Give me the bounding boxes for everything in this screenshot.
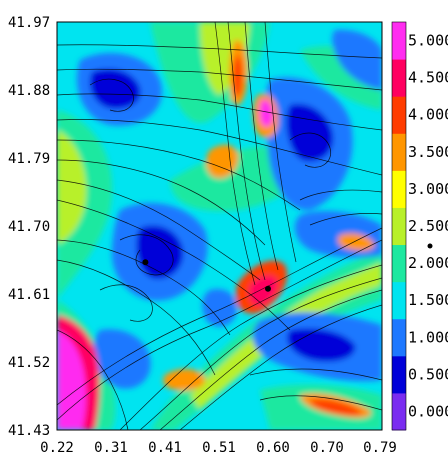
colorbar-tick-label: 1.500 (408, 291, 448, 309)
field-region (259, 99, 274, 127)
colorbar-tick-label: 1.000 (408, 328, 448, 346)
field-region (57, 130, 87, 245)
streamline (259, 395, 382, 411)
streamline (57, 68, 382, 91)
streamlines (57, 22, 382, 430)
colorbar-tick-label: 0.000 (408, 403, 448, 421)
field-region (202, 289, 237, 327)
y-tick-label: 41.70 (8, 219, 50, 235)
colorbar-frame (391, 21, 407, 431)
streamline (119, 264, 382, 430)
x-tick-label: 0.51 (202, 440, 236, 456)
colorbar-swatch (392, 22, 406, 60)
colorbar-tick-label: 4.500 (408, 69, 448, 87)
field-region (163, 368, 206, 391)
marker-point (142, 259, 149, 266)
y-tick-label: 41.79 (8, 151, 50, 167)
streamline (244, 22, 279, 271)
streamline (139, 277, 382, 430)
colorbar-marker-dot (427, 243, 433, 249)
colorbar-tick-label: 3.500 (408, 143, 448, 161)
field-region (248, 275, 278, 306)
streamline (57, 239, 382, 421)
colorbar-tick-label: 2.000 (408, 254, 448, 272)
field-region (310, 399, 362, 416)
x-tick-label: 0.41 (148, 440, 182, 456)
streamline (57, 239, 231, 336)
colorbar-swatch (392, 170, 406, 208)
colorbar-swatches (392, 22, 406, 431)
marker-points (142, 259, 271, 292)
field-region (206, 144, 239, 179)
field-region (89, 68, 141, 109)
x-tick-label: 0.70 (310, 440, 344, 456)
plot-frame (56, 21, 383, 431)
x-axis: 0.22 0.31 0.41 0.51 0.60 0.70 0.79 (40, 440, 397, 456)
streamline (159, 289, 382, 430)
colorbar-swatch (392, 207, 406, 246)
colorbar-tick-label: 5.000 (408, 32, 448, 50)
colorbar-swatch (392, 96, 406, 134)
streamline (227, 22, 266, 281)
heatmap-blobs (57, 22, 382, 430)
streamline (57, 179, 261, 281)
streamline (57, 259, 216, 376)
y-tick-label: 41.97 (8, 15, 50, 31)
colorbar-tick-label: 4.000 (408, 106, 448, 124)
streamline (57, 119, 382, 176)
streamline (214, 22, 256, 286)
marker-point (265, 285, 271, 292)
streamline (57, 139, 301, 211)
colorbar-swatch (392, 281, 406, 320)
colorbar-swatch (392, 392, 406, 431)
y-tick-label: 41.52 (8, 355, 50, 371)
y-tick-label: 41.88 (8, 83, 50, 99)
streamline (57, 199, 291, 331)
streamline (57, 93, 382, 131)
streamline (299, 189, 382, 201)
streamline (57, 227, 382, 406)
colorbar-swatch (392, 318, 406, 357)
field-region (57, 330, 87, 430)
colorbar-tick-label: 3.000 (408, 180, 448, 198)
colorbar: 0.000 0.500 1.000 1.500 2.000 2.500 3.000 3.500… (391, 21, 448, 431)
y-tick-label: 41.43 (8, 423, 50, 439)
field-region (136, 225, 184, 279)
streamline (119, 234, 174, 276)
streamline (57, 44, 382, 59)
colorbar-swatch (392, 355, 406, 394)
streamline (57, 329, 129, 430)
field-region (337, 233, 375, 251)
field-region (332, 29, 382, 90)
colorbar-tick-label: 0.500 (408, 365, 448, 383)
y-axis: 41.97 41.88 41.79 41.70 41.61 41.52 41.4… (8, 15, 50, 439)
streamline (264, 22, 297, 263)
x-tick-label: 0.22 (40, 440, 74, 456)
streamline (57, 159, 266, 246)
x-tick-label: 0.79 (363, 440, 397, 456)
streamline (179, 304, 382, 430)
colorbar-swatch (392, 244, 406, 283)
y-tick-label: 41.61 (8, 287, 50, 303)
streamline (89, 78, 134, 112)
colorbar-swatch (392, 59, 406, 97)
colorbar-labels: 0.000 0.500 1.000 1.500 2.000 2.500 3.000 3.500… (408, 32, 448, 421)
x-tick-label: 0.31 (94, 440, 128, 456)
streamline (249, 368, 382, 381)
streamline (289, 132, 332, 168)
heatmap-field (57, 22, 382, 430)
colorbar-swatch (392, 133, 406, 171)
x-tick-label: 0.60 (256, 440, 290, 456)
streamline (309, 213, 382, 226)
colorbar-tick-label: 2.500 (408, 217, 448, 235)
